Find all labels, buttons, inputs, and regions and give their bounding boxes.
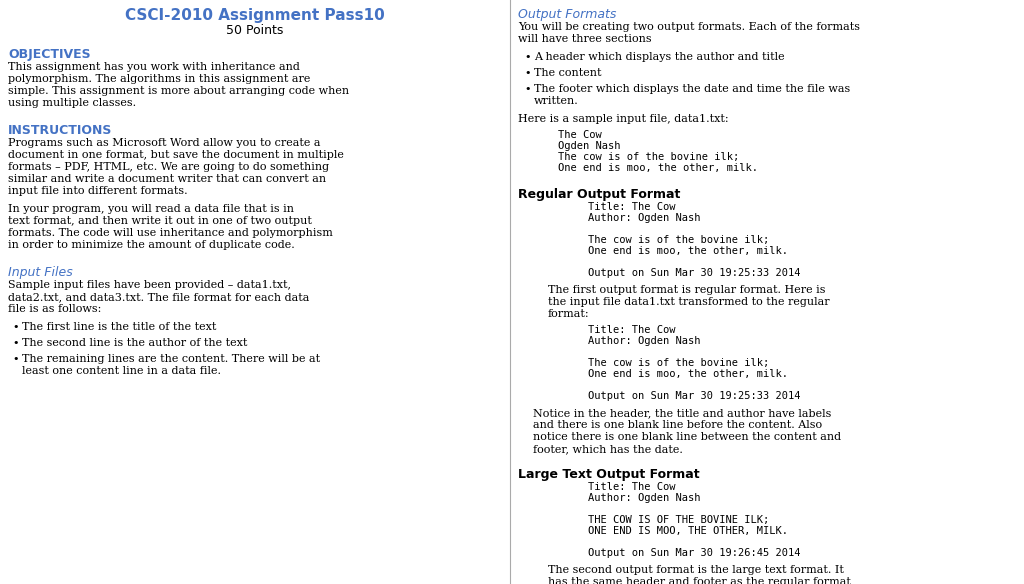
Text: Sample input files have been provided – data1.txt,: Sample input files have been provided – … [8,280,291,290]
Text: This assignment has you work with inheritance and: This assignment has you work with inheri… [8,62,300,72]
Text: CSCI-2010 Assignment Pass10: CSCI-2010 Assignment Pass10 [125,8,385,23]
Text: Title: The Cow: Title: The Cow [588,202,676,212]
Text: Author: Ogden Nash: Author: Ogden Nash [588,336,700,346]
Text: data2.txt, and data3.txt. The file format for each data: data2.txt, and data3.txt. The file forma… [8,292,309,302]
Text: One end is moo, the other, milk.: One end is moo, the other, milk. [588,246,787,256]
Text: •: • [12,322,18,332]
Text: The remaining lines are the content. There will be at: The remaining lines are the content. The… [22,354,321,364]
Text: One end is moo, the other, milk.: One end is moo, the other, milk. [588,369,787,379]
Text: using multiple classes.: using multiple classes. [8,98,136,108]
Text: The second output format is the large text format. It: The second output format is the large te… [548,565,844,575]
Text: In your program, you will read a data file that is in: In your program, you will read a data fi… [8,204,294,214]
Text: formats. The code will use inheritance and polymorphism: formats. The code will use inheritance a… [8,228,333,238]
Text: Title: The Cow: Title: The Cow [588,325,676,335]
Text: The Cow: The Cow [558,130,602,140]
Text: Programs such as Microsoft Word allow you to create a: Programs such as Microsoft Word allow yo… [8,138,321,148]
Text: formats – PDF, HTML, etc. We are going to do something: formats – PDF, HTML, etc. We are going t… [8,162,329,172]
Text: Output on Sun Mar 30 19:25:33 2014: Output on Sun Mar 30 19:25:33 2014 [588,268,801,278]
Text: •: • [524,84,530,94]
Text: The second line is the author of the text: The second line is the author of the tex… [22,338,248,348]
Text: Here is a sample input file, data1.txt:: Here is a sample input file, data1.txt: [518,114,729,124]
Text: in order to minimize the amount of duplicate code.: in order to minimize the amount of dupli… [8,240,295,250]
Text: will have three sections: will have three sections [518,34,651,44]
Text: Title: The Cow: Title: The Cow [588,482,676,492]
Text: polymorphism. The algorithms in this assignment are: polymorphism. The algorithms in this ass… [8,74,310,84]
Text: written.: written. [534,96,579,106]
Text: similar and write a document writer that can convert an: similar and write a document writer that… [8,174,326,184]
Text: and there is one blank line before the content. Also: and there is one blank line before the c… [532,420,822,430]
Text: notice there is one blank line between the content and: notice there is one blank line between t… [532,432,841,442]
Text: The cow is of the bovine ilk;: The cow is of the bovine ilk; [558,152,739,162]
Text: You will be creating two output formats. Each of the formats: You will be creating two output formats.… [518,22,860,32]
Text: format:: format: [548,309,590,319]
Text: One end is moo, the other, milk.: One end is moo, the other, milk. [558,163,758,173]
Text: ONE END IS MOO, THE OTHER, MILK.: ONE END IS MOO, THE OTHER, MILK. [588,526,787,536]
Text: input file into different formats.: input file into different formats. [8,186,187,196]
Text: footer, which has the date.: footer, which has the date. [532,444,683,454]
Text: the input file data1.txt transformed to the regular: the input file data1.txt transformed to … [548,297,829,307]
Text: Author: Ogden Nash: Author: Ogden Nash [588,213,700,223]
Text: •: • [524,52,530,62]
Text: The footer which displays the date and time the file was: The footer which displays the date and t… [534,84,850,94]
Text: INSTRUCTIONS: INSTRUCTIONS [8,124,113,137]
Text: The first output format is regular format. Here is: The first output format is regular forma… [548,285,825,295]
Text: •: • [12,354,18,364]
Text: The cow is of the bovine ilk;: The cow is of the bovine ilk; [588,358,769,368]
Text: Large Text Output Format: Large Text Output Format [518,468,699,481]
Text: Regular Output Format: Regular Output Format [518,188,680,201]
Text: Output on Sun Mar 30 19:26:45 2014: Output on Sun Mar 30 19:26:45 2014 [588,548,801,558]
Text: The first line is the title of the text: The first line is the title of the text [22,322,216,332]
Text: Notice in the header, the title and author have labels: Notice in the header, the title and auth… [532,408,831,418]
Text: OBJECTIVES: OBJECTIVES [8,48,91,61]
Text: 50 Points: 50 Points [226,24,284,37]
Text: Ogden Nash: Ogden Nash [558,141,621,151]
Text: Author: Ogden Nash: Author: Ogden Nash [588,493,700,503]
Text: Output Formats: Output Formats [518,8,616,21]
Text: The cow is of the bovine ilk;: The cow is of the bovine ilk; [588,235,769,245]
Text: file is as follows:: file is as follows: [8,304,101,314]
Text: has the same header and footer as the regular format,: has the same header and footer as the re… [548,577,854,584]
Text: A header which displays the author and title: A header which displays the author and t… [534,52,784,62]
Text: The content: The content [534,68,601,78]
Text: Output on Sun Mar 30 19:25:33 2014: Output on Sun Mar 30 19:25:33 2014 [588,391,801,401]
Text: •: • [524,68,530,78]
Text: THE COW IS OF THE BOVINE ILK;: THE COW IS OF THE BOVINE ILK; [588,515,769,525]
Text: text format, and then write it out in one of two output: text format, and then write it out in on… [8,216,312,226]
Text: Input Files: Input Files [8,266,73,279]
Text: document in one format, but save the document in multiple: document in one format, but save the doc… [8,150,344,160]
Text: •: • [12,338,18,348]
Text: least one content line in a data file.: least one content line in a data file. [22,366,221,376]
Text: simple. This assignment is more about arranging code when: simple. This assignment is more about ar… [8,86,349,96]
